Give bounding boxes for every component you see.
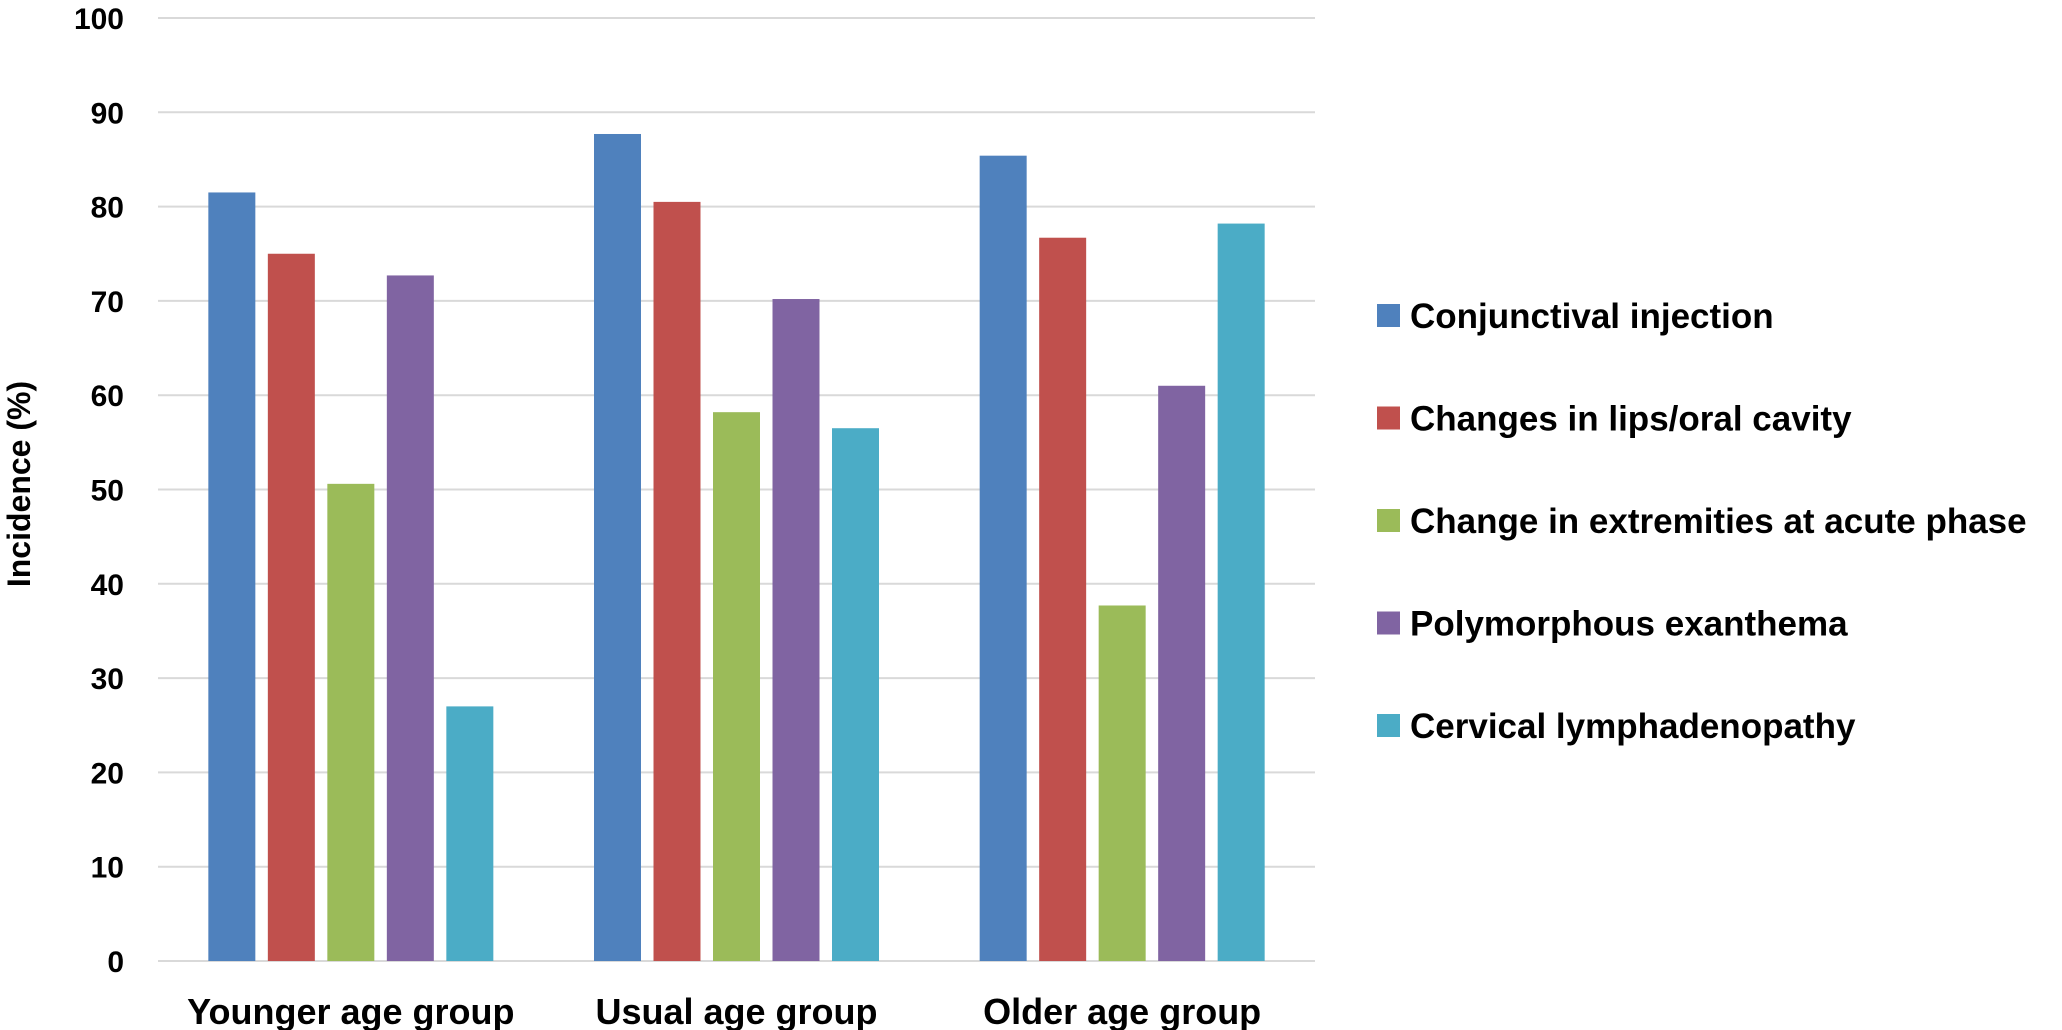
bar <box>208 192 256 961</box>
bar <box>446 706 494 961</box>
bar <box>327 483 375 961</box>
legend-label: Polymorphous exanthema <box>1410 605 1848 644</box>
legend-label: Change in extremities at acute phase <box>1410 502 2027 541</box>
y-tick-label: 80 <box>91 192 124 225</box>
x-category-label: Usual age group <box>595 991 877 1030</box>
bar <box>594 133 641 961</box>
legend-label: Changes in lips/oral cavity <box>1410 400 1852 439</box>
bar <box>1217 223 1265 962</box>
bar <box>386 275 434 962</box>
y-tick-label: 20 <box>91 757 124 790</box>
legend-swatch <box>1377 406 1400 430</box>
bar <box>713 412 760 961</box>
legend-swatch <box>1377 509 1400 532</box>
legend-swatch <box>1377 304 1400 327</box>
x-category-label: Younger age group <box>187 991 514 1030</box>
bar <box>1158 385 1206 961</box>
legend-swatch <box>1377 714 1400 737</box>
y-tick-label: 90 <box>91 97 124 130</box>
legend-swatch <box>1377 611 1400 635</box>
y-axis-title: Incidence (%) <box>1 381 37 587</box>
y-axis-ticks: 0 10 20 30 40 50 60 70 80 90 100 <box>74 3 124 979</box>
legend-label: Cervical lymphadenopathy <box>1410 707 1856 746</box>
y-tick-label: 50 <box>91 475 124 508</box>
y-tick-label: 100 <box>74 3 124 36</box>
legend-label: Conjunctival injection <box>1410 297 1774 336</box>
bar <box>653 201 701 961</box>
bar <box>772 299 820 961</box>
y-tick-label: 60 <box>91 380 124 413</box>
x-category-label: Older age group <box>983 991 1261 1030</box>
y-tick-label: 70 <box>91 286 124 319</box>
y-tick-label: 30 <box>91 663 124 696</box>
bar <box>1098 605 1146 961</box>
y-tick-label: 10 <box>91 852 124 885</box>
legend: Conjunctival injection Changes in lips/or… <box>1377 297 2027 746</box>
x-axis-categories: Younger age group Usual age group Older ag… <box>187 991 1261 1030</box>
bar <box>979 155 1027 962</box>
bar <box>832 428 879 962</box>
y-tick-label: 40 <box>91 569 124 602</box>
bar <box>1039 237 1087 961</box>
bars <box>208 133 1265 962</box>
bar <box>267 253 315 961</box>
y-tick-label: 0 <box>107 946 124 979</box>
